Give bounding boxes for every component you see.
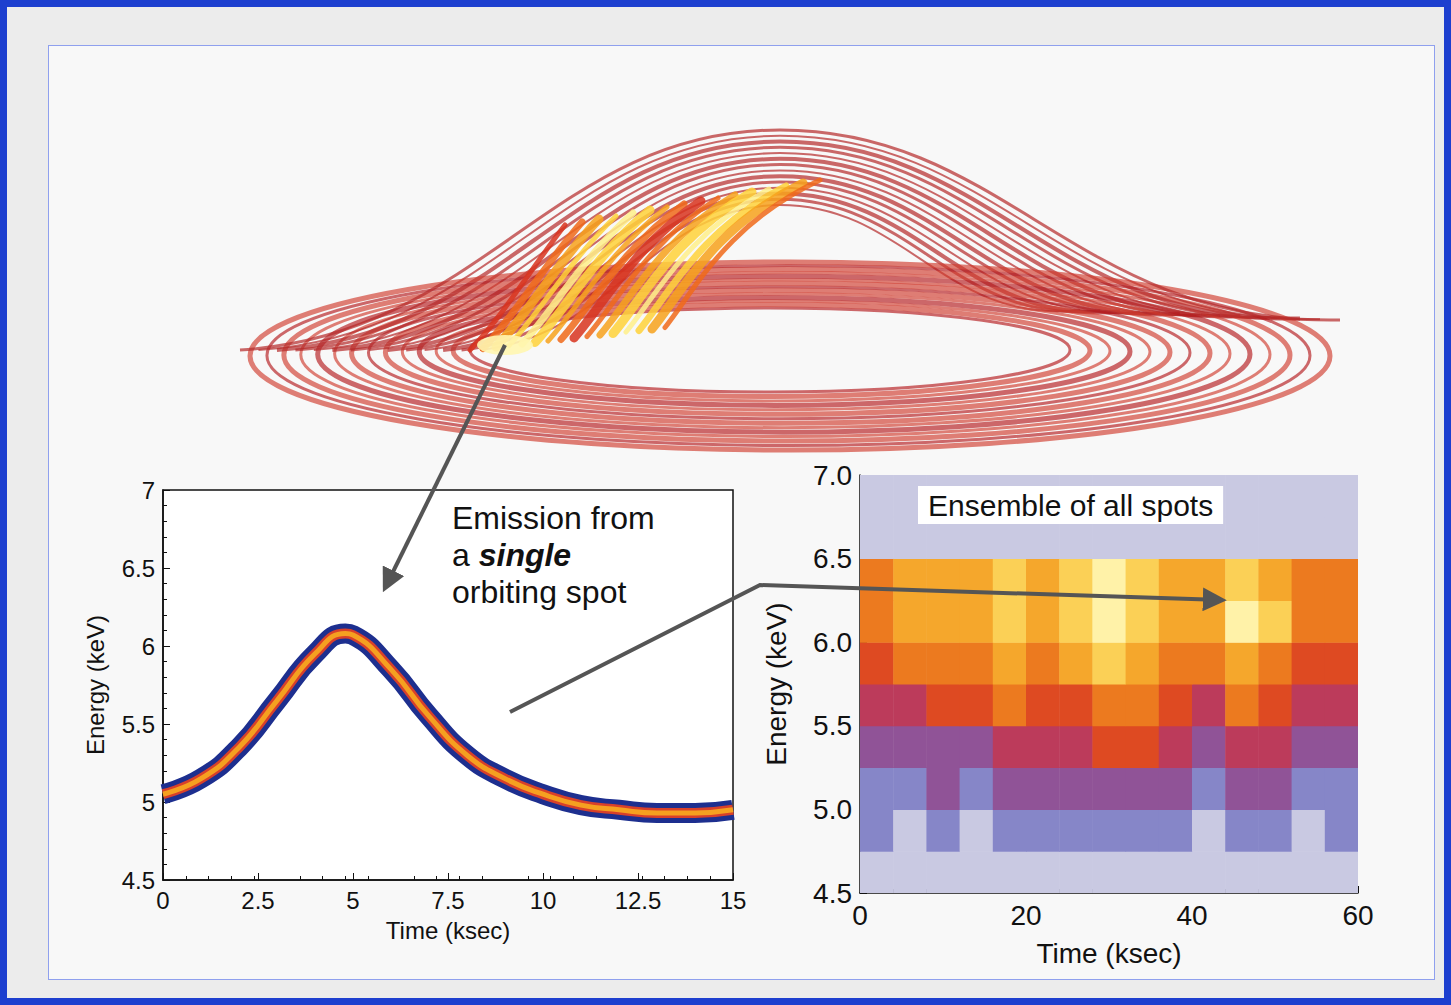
svg-text:7.5: 7.5 (431, 887, 464, 914)
svg-text:12.5: 12.5 (615, 887, 662, 914)
svg-text:5: 5 (142, 789, 155, 816)
svg-text:0: 0 (852, 900, 868, 931)
svg-text:15: 15 (720, 887, 747, 914)
svg-text:0: 0 (156, 887, 169, 914)
svg-text:7.0: 7.0 (813, 460, 852, 491)
svg-text:5: 5 (346, 887, 359, 914)
svg-text:6.5: 6.5 (813, 543, 852, 574)
svg-text:5.5: 5.5 (122, 711, 155, 738)
svg-text:20: 20 (1010, 900, 1041, 931)
svg-text:40: 40 (1176, 900, 1207, 931)
svg-text:Time (ksec): Time (ksec) (386, 917, 510, 944)
svg-text:60: 60 (1342, 900, 1373, 931)
svg-text:Time (ksec): Time (ksec) (1036, 938, 1181, 969)
svg-text:6.0: 6.0 (813, 627, 852, 658)
svg-text:2.5: 2.5 (241, 887, 274, 914)
svg-text:5.0: 5.0 (813, 794, 852, 825)
svg-text:Ensemble of all spots: Ensemble of all spots (928, 489, 1213, 522)
svg-text:7: 7 (142, 477, 155, 504)
svg-text:5.5: 5.5 (813, 710, 852, 741)
svg-text:4.5: 4.5 (813, 878, 852, 909)
svg-text:Energy (keV): Energy (keV) (82, 615, 109, 755)
html-text:orbiting spot: orbiting spot (452, 574, 627, 610)
svg-text:Energy (keV): Energy (keV) (761, 602, 792, 765)
svg-text:6.5: 6.5 (122, 555, 155, 582)
html-text:Emission from a single: Emission from a single (452, 500, 655, 573)
svg-text:10: 10 (530, 887, 557, 914)
svg-text:4.5: 4.5 (122, 867, 155, 894)
svg-text:6: 6 (142, 633, 155, 660)
